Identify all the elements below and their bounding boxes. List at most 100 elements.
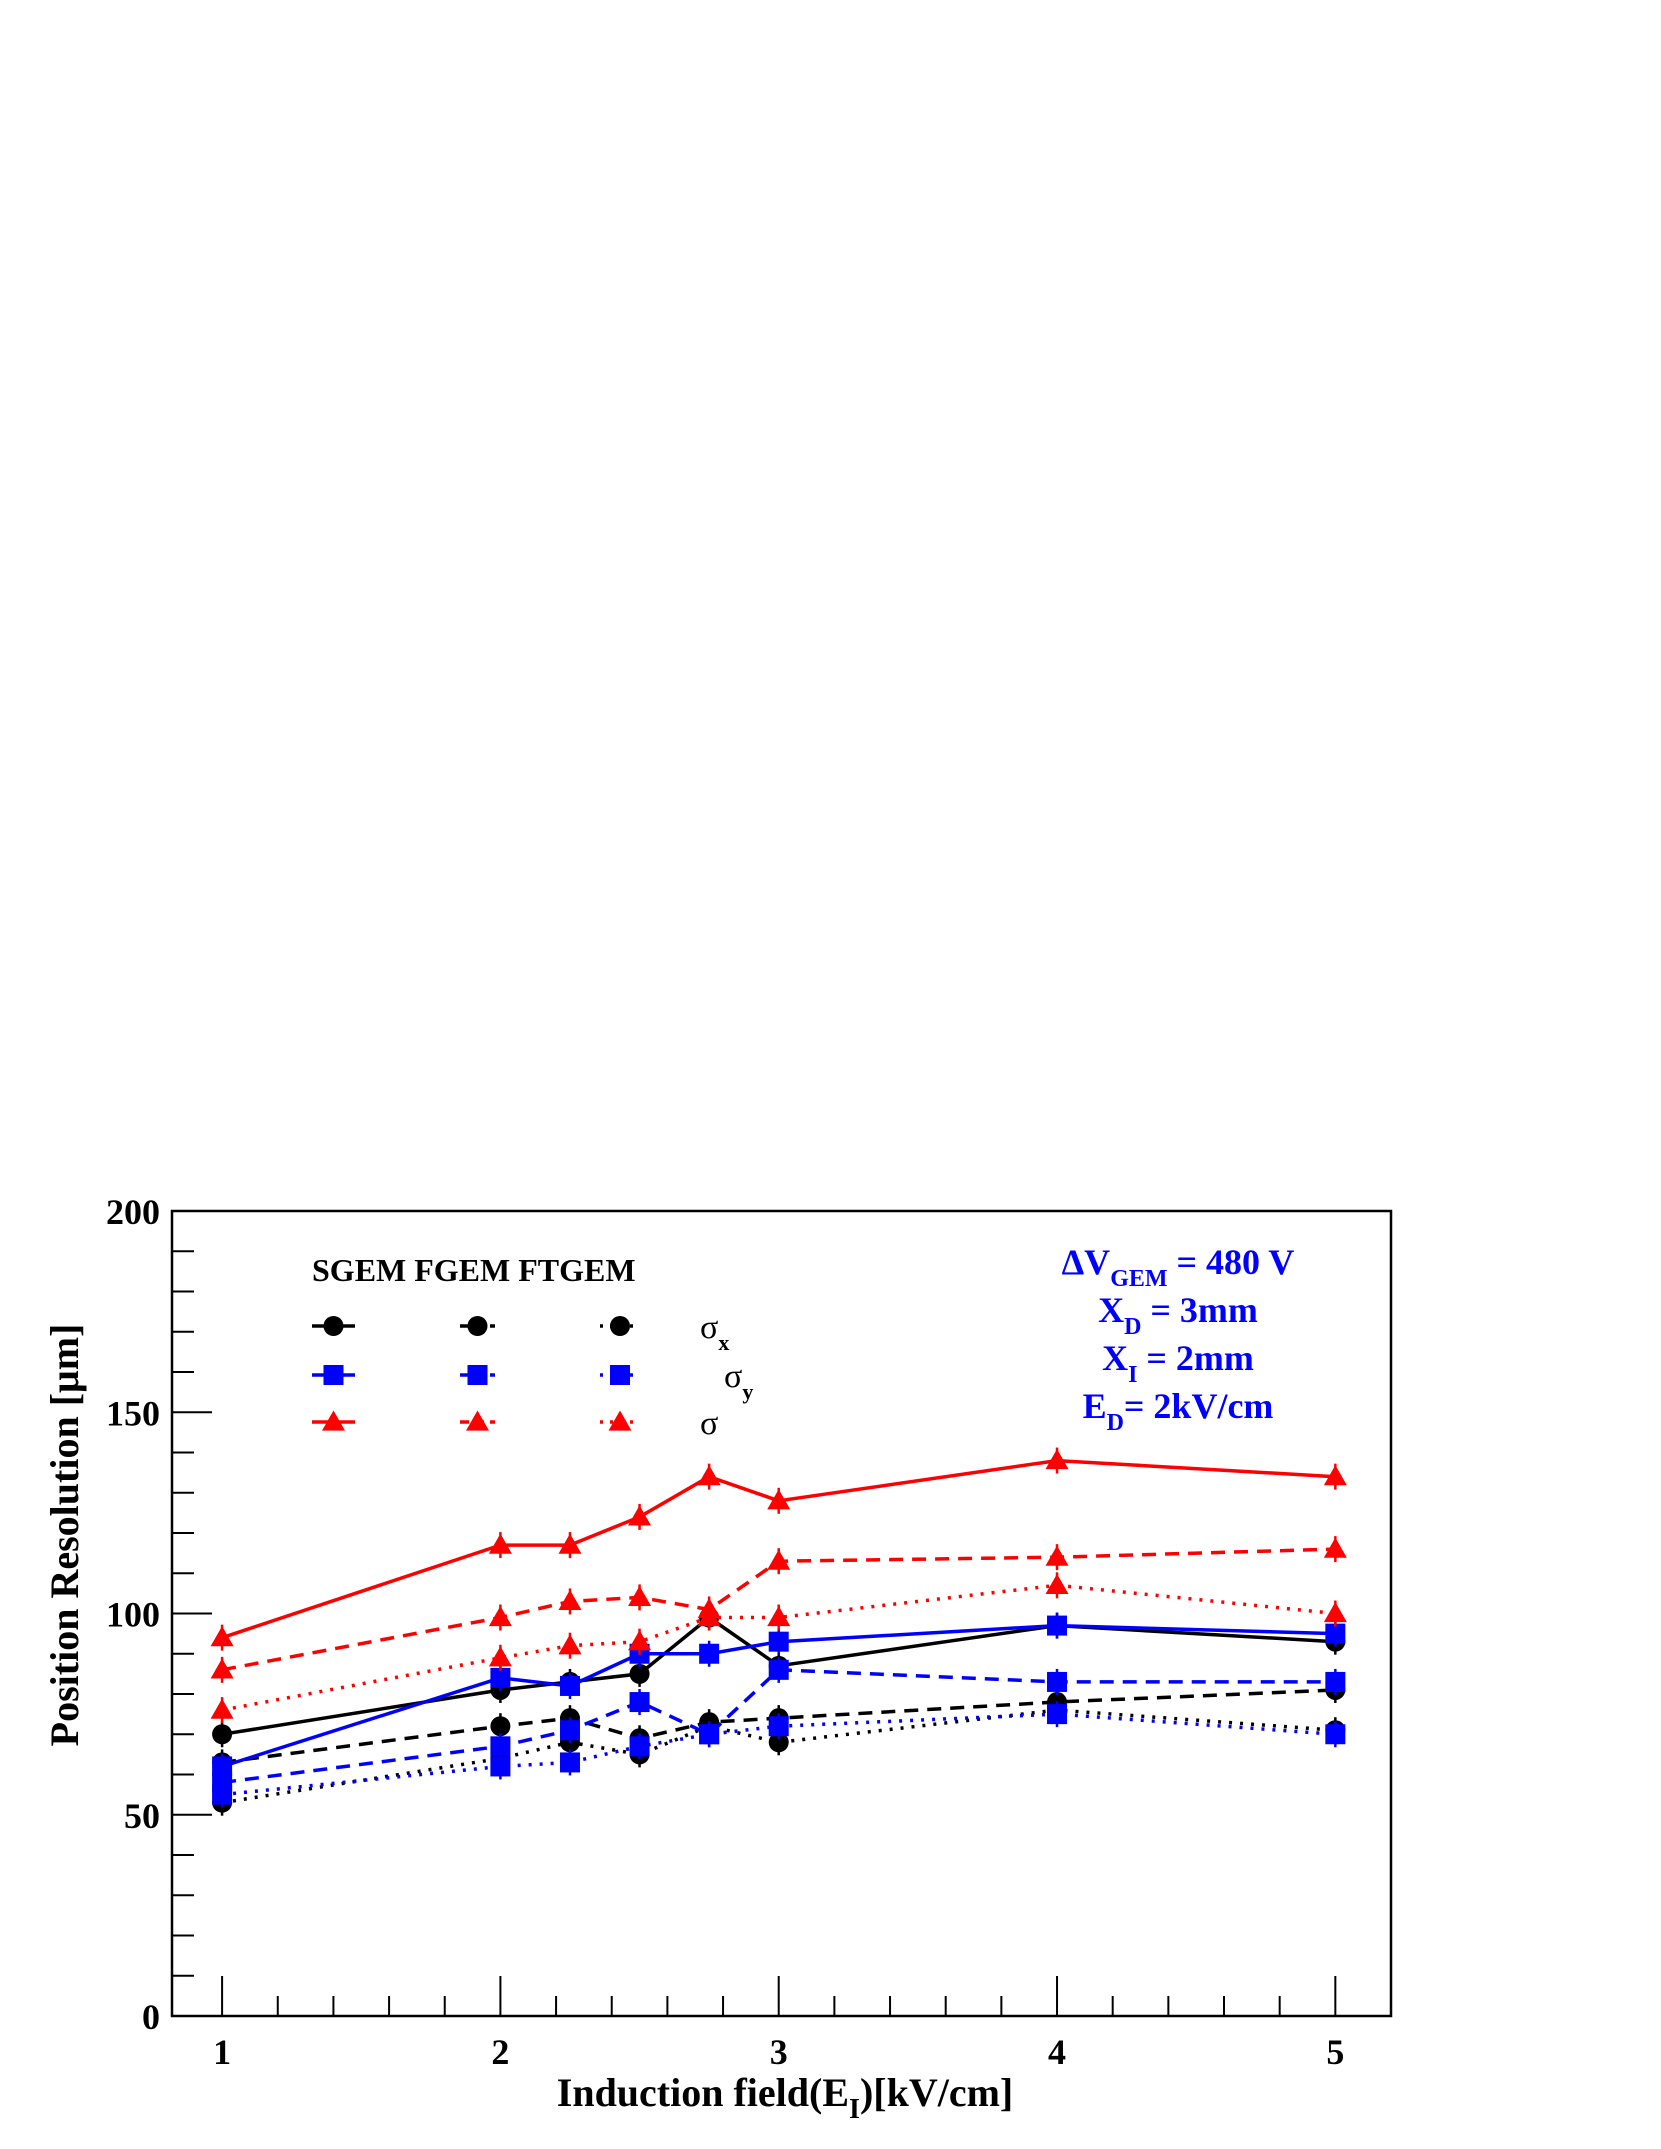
data-point (212, 1784, 233, 1805)
data-point (1323, 1537, 1347, 1558)
legend-marker (323, 1365, 344, 1385)
legend-marker (610, 1316, 630, 1336)
data-point (628, 1505, 652, 1526)
series-sigma-ftgem (210, 1572, 1347, 1724)
y-tick-label: 200 (106, 1192, 160, 1232)
data-point (490, 1716, 511, 1737)
series-line (221, 1615, 1336, 1737)
y-tick-label: 50 (124, 1796, 160, 1836)
legend-marker (467, 1316, 488, 1336)
data-point (629, 1663, 650, 1684)
data-point (1325, 1724, 1346, 1745)
legend-marker (466, 1410, 489, 1431)
x-tick-label: 5 (1326, 2032, 1344, 2072)
legend-marker (323, 1316, 344, 1336)
legend-symbol: σx (700, 1309, 729, 1355)
series-line (221, 1712, 1336, 1797)
legend-marker (610, 1365, 630, 1385)
annotation-tail: = 480 V (1168, 1242, 1295, 1282)
y-axis-ticks: 0 50 100 150 200 (106, 1192, 212, 2037)
data-point (767, 1549, 791, 1570)
series-sigma_y-ftgem (212, 1701, 1346, 1808)
data-point (490, 1667, 511, 1688)
data-point (210, 1698, 234, 1719)
data-point (558, 1634, 582, 1655)
data-point (490, 1756, 511, 1777)
data-point (768, 1631, 789, 1652)
data-point (488, 1606, 512, 1627)
annotation-main: X (1098, 1290, 1124, 1330)
series-sigma-fgem (210, 1536, 1347, 1683)
annotation-line: ΔVGEM = 480 V (1062, 1242, 1295, 1292)
data-point (488, 1646, 512, 1667)
x-tick-label: 3 (770, 2032, 788, 2072)
x-tick-label: 2 (491, 2032, 509, 2072)
annotation-line: ED= 2kV/cm (1083, 1386, 1274, 1436)
data-point (699, 1724, 720, 1745)
annotation-line: XD = 3mm (1098, 1290, 1258, 1340)
data-point (212, 1756, 233, 1777)
annotation-main: X (1102, 1338, 1128, 1378)
annotation-main: E (1083, 1386, 1107, 1426)
data-point (628, 1630, 652, 1651)
data-point (629, 1692, 650, 1713)
x-axis-title-main: Induction field(E (557, 2070, 849, 2115)
legend-marker (467, 1365, 488, 1385)
data-point (210, 1626, 234, 1647)
data-point (699, 1643, 720, 1664)
data-point (768, 1716, 789, 1737)
data-point (767, 1489, 791, 1510)
annotation-sub: D (1124, 1314, 1141, 1340)
x-tick-label: 1 (213, 2032, 231, 2072)
series-layer (210, 1447, 1347, 1816)
series-line (221, 1547, 1336, 1672)
data-point (697, 1465, 721, 1486)
data-point (1047, 1704, 1068, 1725)
legend-headers: SGEM FGEM FTGEM (312, 1252, 636, 1288)
data-point (697, 1606, 721, 1627)
series-sigma-sgem (210, 1447, 1347, 1651)
legend-subscript: y (742, 1379, 753, 1404)
x-tick-label: 4 (1048, 2032, 1066, 2072)
legend-marker (322, 1410, 345, 1431)
legend-symbol: σy (724, 1358, 753, 1404)
data-point (1325, 1671, 1346, 1692)
data-point (767, 1606, 791, 1627)
data-point (558, 1533, 582, 1554)
data-point (629, 1736, 650, 1757)
y-tick-label: 0 (142, 1997, 160, 2037)
legend-symbol: σ (700, 1405, 718, 1442)
data-point (768, 1659, 789, 1680)
data-point (1323, 1465, 1347, 1486)
annotation-tail: = 3mm (1141, 1290, 1258, 1330)
annotation-tail: = 2mm (1137, 1338, 1254, 1378)
data-point (1047, 1671, 1068, 1692)
data-point (1045, 1449, 1069, 1470)
annotation-sub: GEM (1110, 1266, 1167, 1292)
y-axis-title: Position Resolution [μm] (42, 1324, 87, 1747)
data-point (559, 1752, 580, 1773)
data-point (628, 1585, 652, 1607)
y-tick-label: 150 (106, 1393, 160, 1433)
legend-marker (608, 1410, 632, 1431)
data-point (768, 1732, 789, 1753)
data-point (559, 1675, 580, 1696)
data-point (1323, 1602, 1347, 1623)
data-point (212, 1724, 233, 1745)
data-point (1047, 1615, 1068, 1636)
annotation-sub: I (1128, 1362, 1137, 1388)
annotation-sub: D (1107, 1410, 1124, 1436)
data-point (1045, 1573, 1069, 1594)
series-line (221, 1668, 1336, 1785)
x-axis-title: Induction field(EI)[kV/cm] (557, 2070, 1013, 2125)
data-point (210, 1658, 234, 1679)
x-axis-title-tail: )[kV/cm] (860, 2070, 1013, 2115)
data-point (558, 1589, 582, 1611)
legend-subscript: x (718, 1330, 729, 1355)
series-line (221, 1458, 1336, 1640)
data-point (559, 1720, 580, 1741)
x-axis-ticks: 1 2 3 4 5 (213, 1976, 1344, 2072)
